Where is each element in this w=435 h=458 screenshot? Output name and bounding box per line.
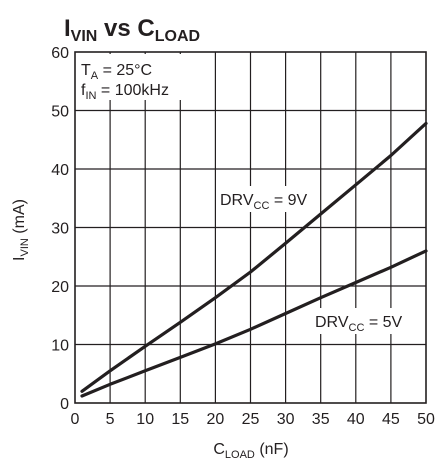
series-label-9v: DRVCC = 9V (220, 192, 308, 212)
x-tick-label: 5 (106, 411, 115, 428)
chart-title: IVIN vs CLOAD (64, 15, 200, 45)
x-tick-label: 10 (136, 411, 154, 428)
x-tick-label: 40 (347, 411, 365, 428)
condition-temperature: TA = 25°C (81, 62, 152, 82)
series-line-1 (80, 249, 428, 398)
x-tick-label: 35 (312, 411, 330, 428)
x-tick-label: 25 (242, 411, 260, 428)
series (80, 121, 428, 398)
x-tick-label: 30 (277, 411, 295, 428)
series-line-0 (80, 121, 428, 393)
conditions-background (77, 54, 209, 100)
x-tick-label: 45 (382, 411, 400, 428)
x-tick-labels: 0 5 10 15 20 25 30 35 40 45 50 (71, 411, 435, 428)
x-tick-label: 20 (207, 411, 225, 428)
condition-frequency: fIN = 100kHz (81, 82, 169, 102)
plot-frame (74, 51, 427, 404)
y-tick-label: 30 (51, 221, 69, 238)
y-tick-label: 0 (60, 396, 69, 413)
x-axis-label: CLOAD (nF) (213, 441, 288, 458)
y-tick-labels: 0 10 20 30 40 50 60 (51, 45, 69, 413)
x-tick-label: 50 (417, 411, 435, 428)
x-tick-label: 0 (71, 411, 80, 428)
grid (75, 52, 426, 403)
y-axis-label: IVIN (mA) (11, 199, 31, 261)
series-label-9v-background (216, 186, 319, 212)
series-label-5v: DRVCC = 5V (315, 314, 403, 334)
x-tick-label: 15 (171, 411, 189, 428)
y-tick-label: 10 (51, 338, 69, 355)
y-tick-label: 60 (51, 45, 69, 62)
y-tick-label: 20 (51, 279, 69, 296)
y-tick-label: 50 (51, 104, 69, 121)
y-tick-label: 40 (51, 162, 69, 179)
series-label-5v-background (311, 308, 414, 334)
